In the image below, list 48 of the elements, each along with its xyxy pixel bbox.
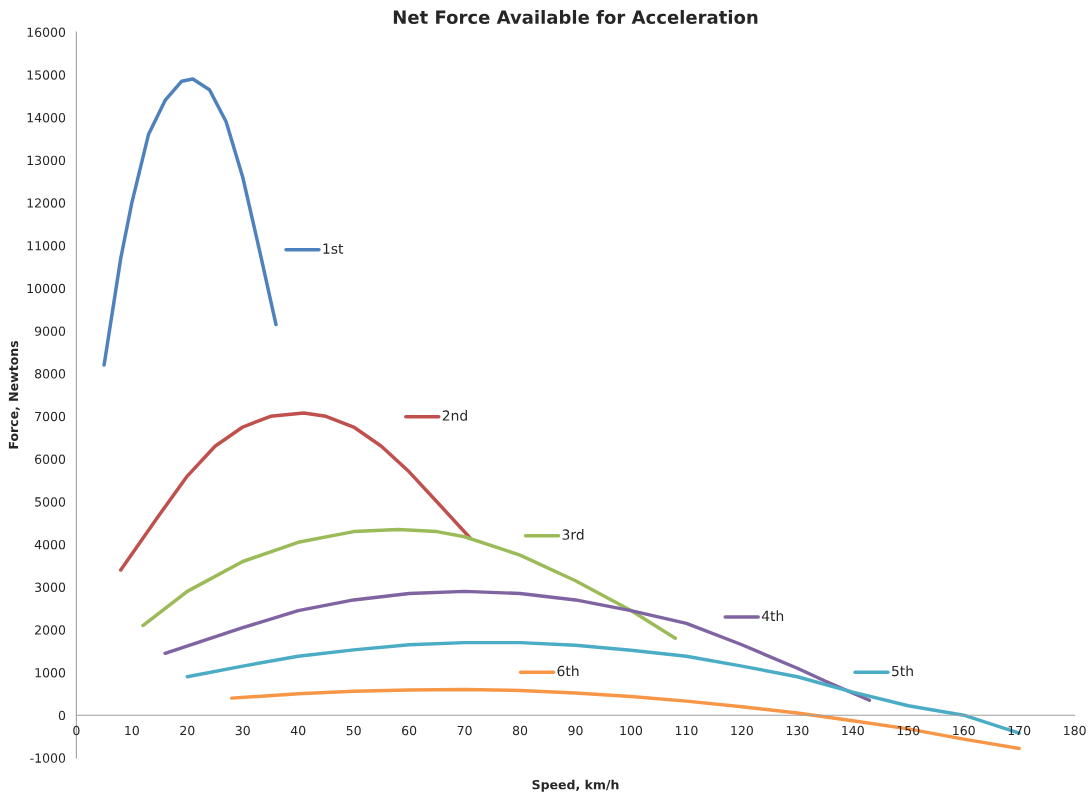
x-tick-label: 90 bbox=[568, 725, 583, 736]
x-tick-label: 0 bbox=[73, 725, 80, 736]
legend-label: 5th bbox=[892, 665, 913, 677]
y-tick-label: -1000 bbox=[30, 753, 66, 763]
y-tick-label: 13000 bbox=[27, 155, 66, 166]
y-tick-label: 11000 bbox=[27, 241, 66, 251]
x-tick-label: 120 bbox=[731, 725, 753, 736]
legend-label: 1st bbox=[323, 243, 344, 254]
y-tick-label: 5000 bbox=[35, 497, 66, 507]
y-tick-label: 7000 bbox=[35, 411, 66, 422]
x-tick-label: 140 bbox=[842, 725, 864, 736]
line-series bbox=[141, 527, 678, 641]
x-tick-label: 160 bbox=[953, 725, 975, 736]
y-axis-title: Force, Newtons bbox=[8, 340, 20, 449]
y-tick-label: 9000 bbox=[34, 326, 66, 336]
y-tick-label: 14000 bbox=[27, 112, 66, 123]
y-tick-label: 10000 bbox=[27, 283, 66, 294]
line-series bbox=[119, 411, 472, 572]
legend-label: 3rd bbox=[562, 529, 584, 540]
legend-label: 4th bbox=[761, 610, 784, 621]
x-tick-label: 110 bbox=[675, 725, 698, 736]
x-tick-label: 10 bbox=[125, 725, 139, 736]
line-series bbox=[163, 589, 872, 702]
legend-label: 6th bbox=[557, 665, 579, 677]
x-tick-label: 130 bbox=[786, 725, 809, 736]
x-axis-title: Speed, km/h bbox=[532, 779, 619, 792]
y-tick-label: 16000 bbox=[27, 27, 66, 38]
y-tick-label: 3000 bbox=[35, 582, 66, 593]
x-tick-label: 180 bbox=[1064, 725, 1086, 736]
x-tick-label: 50 bbox=[346, 725, 361, 736]
x-tick-label: 80 bbox=[512, 725, 528, 736]
y-tick-label: 8000 bbox=[34, 369, 66, 379]
y-tick-label: 4000 bbox=[34, 539, 66, 550]
legend-label: 2nd bbox=[442, 410, 467, 421]
x-tick-label: 40 bbox=[290, 725, 306, 736]
x-tick-label: 20 bbox=[180, 725, 195, 736]
y-tick-label: 12000 bbox=[27, 198, 66, 208]
x-tick-label: 60 bbox=[402, 725, 417, 736]
x-tick-label: 70 bbox=[457, 725, 472, 736]
x-tick-label: 100 bbox=[620, 725, 643, 736]
y-tick-label: 0 bbox=[58, 710, 66, 721]
y-tick-label: 1000 bbox=[35, 667, 66, 678]
line-series bbox=[102, 77, 278, 367]
y-tick-label: 2000 bbox=[35, 625, 66, 635]
y-tick-label: 6000 bbox=[35, 454, 66, 464]
x-tick-label: 30 bbox=[235, 725, 250, 736]
y-tick-label: 15000 bbox=[27, 70, 66, 80]
chart-title: Net Force Available for Acceleration bbox=[393, 10, 758, 24]
